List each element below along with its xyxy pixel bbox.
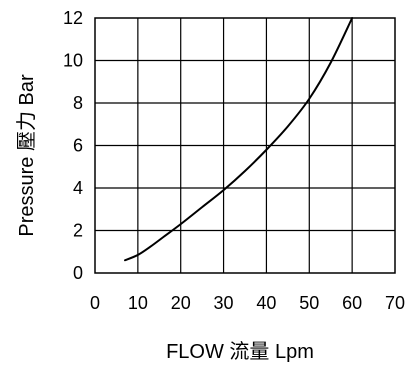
y-tick-label: 2 [73, 221, 83, 241]
x-tick-label: 10 [128, 293, 148, 313]
pressure-flow-curve [124, 17, 354, 262]
x-tick-label: 50 [299, 293, 319, 313]
y-tick-label: 0 [73, 263, 83, 283]
y-tick-label: 8 [73, 93, 83, 113]
x-tick-label: 60 [342, 293, 362, 313]
x-tick-label: 70 [385, 293, 405, 313]
y-axis-title: Pressure 壓力 Bar [15, 74, 38, 237]
x-tick-labels: 0 10 20 30 40 50 60 70 [90, 293, 405, 313]
curve-layer [124, 17, 354, 262]
x-tick-label: 0 [90, 293, 100, 313]
plot-frame [94, 17, 396, 274]
y-tick-label: 10 [63, 51, 83, 71]
x-tick-label: 40 [256, 293, 276, 313]
x-tick-label: 20 [171, 293, 191, 313]
y-tick-labels: 0 2 4 6 8 10 12 [63, 8, 83, 283]
x-tick-label: 30 [214, 293, 234, 313]
x-axis-title: FLOW 流量 Lpm [166, 340, 314, 363]
y-tick-label: 4 [73, 178, 83, 198]
grid-layer [95, 18, 395, 273]
y-tick-label: 6 [73, 136, 83, 156]
y-tick-label: 12 [63, 8, 83, 28]
